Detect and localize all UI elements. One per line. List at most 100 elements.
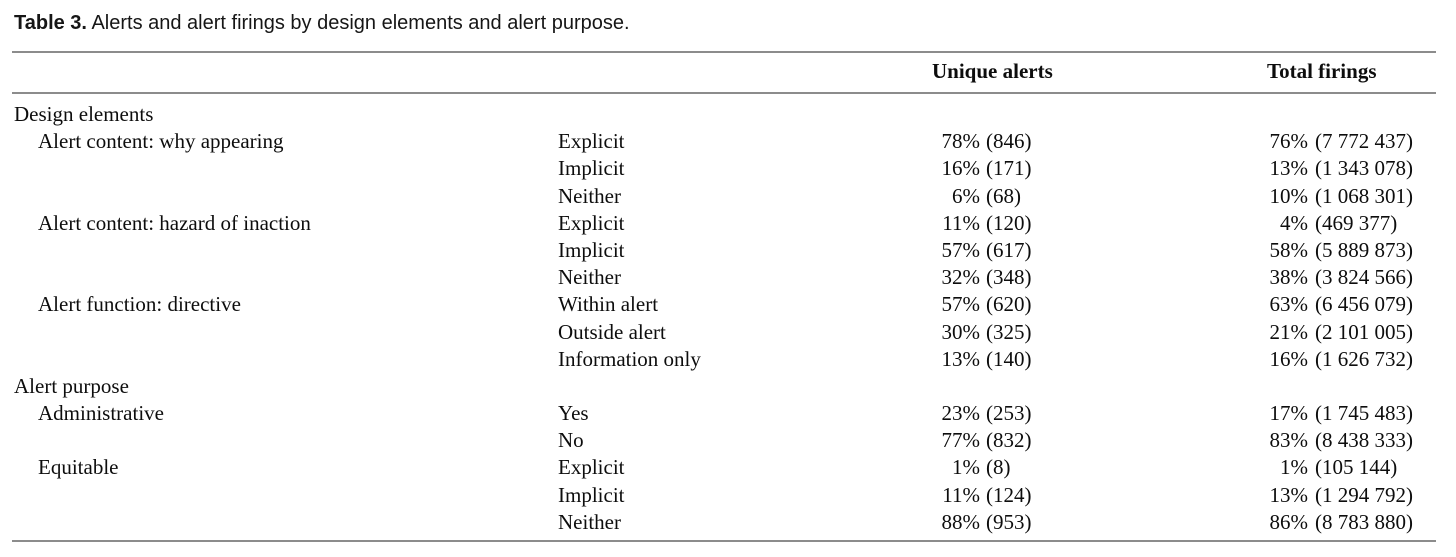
row-category-label: Information only — [558, 346, 701, 371]
section-label: Design elements — [14, 102, 154, 126]
unique-alerts-count: (620) — [986, 292, 1032, 317]
total-firings-percent: 4% — [1280, 210, 1308, 235]
row-category-label: Within alert — [558, 292, 659, 317]
section-label: Alert purpose — [14, 373, 129, 398]
total-firings-count: (1 068 301) — [1315, 183, 1413, 208]
table-row: Neither 32% (348) 38% (3 824 566) — [0, 264, 1456, 291]
total-firings-count: (1 745 483) — [1315, 401, 1413, 426]
unique-alerts-percent: 11% — [942, 210, 980, 235]
table-section-row: Alert purpose — [0, 373, 1456, 400]
table-row: Neither 88% (953) 86% (8 783 880) — [0, 509, 1456, 536]
row-category-label: Neither — [558, 509, 621, 534]
unique-alerts-count: (8) — [986, 455, 1011, 480]
total-firings-count: (1 294 792) — [1315, 482, 1413, 507]
table-row: Alert content: hazard of inaction Explic… — [0, 210, 1456, 237]
total-firings-count: (8 783 880) — [1315, 509, 1413, 534]
table-top-rule — [12, 51, 1436, 53]
column-header-total-firings: Total firings — [1267, 59, 1377, 83]
total-firings-percent: 83% — [1269, 428, 1309, 453]
column-header-unique-alerts: Unique alerts — [932, 59, 1053, 83]
row-group-label: Equitable — [38, 455, 119, 480]
table-bottom-rule — [12, 540, 1436, 542]
table-row: Equitable Explicit 1% (8) 1% (105 144) — [0, 454, 1456, 481]
table-row: No 77% (832) 83% (8 438 333) — [0, 427, 1456, 454]
total-firings-count: (8 438 333) — [1315, 428, 1413, 453]
unique-alerts-percent: 11% — [942, 482, 980, 507]
total-firings-percent: 16% — [1269, 346, 1309, 371]
unique-alerts-percent: 1% — [952, 455, 980, 480]
total-firings-percent: 1% — [1280, 455, 1308, 480]
row-category-label: Implicit — [558, 237, 625, 262]
unique-alerts-count: (953) — [986, 509, 1032, 534]
total-firings-percent: 21% — [1269, 319, 1309, 344]
table-row: Implicit 16% (171) 13% (1 343 078) — [0, 155, 1456, 182]
row-category-label: Explicit — [558, 129, 625, 154]
row-category-label: Outside alert — [558, 319, 666, 344]
total-firings-count: (7 772 437) — [1315, 129, 1413, 154]
unique-alerts-percent: 57% — [941, 292, 981, 317]
total-firings-count: (105 144) — [1315, 455, 1398, 480]
unique-alerts-count: (846) — [986, 129, 1032, 154]
unique-alerts-percent: 16% — [941, 156, 981, 181]
table-row: Information only 13% (140) 16% (1 626 73… — [0, 346, 1456, 373]
total-firings-percent: 38% — [1269, 265, 1309, 290]
total-firings-percent: 58% — [1269, 237, 1309, 262]
table-row: Implicit 11% (124) 13% (1 294 792) — [0, 482, 1456, 509]
row-category-label: No — [558, 428, 584, 453]
unique-alerts-count: (140) — [986, 346, 1032, 371]
table-row: Alert content: why appearing Explicit 78… — [0, 128, 1456, 155]
unique-alerts-count: (253) — [986, 401, 1032, 426]
total-firings-percent: 13% — [1269, 156, 1309, 181]
total-firings-count: (6 456 079) — [1315, 292, 1413, 317]
unique-alerts-percent: 32% — [941, 265, 981, 290]
table-header-rule — [12, 92, 1436, 94]
total-firings-percent: 13% — [1269, 482, 1309, 507]
total-firings-count: (3 824 566) — [1315, 265, 1413, 290]
total-firings-count: (469 377) — [1315, 210, 1398, 235]
total-firings-count: (1 343 078) — [1315, 156, 1413, 181]
row-group-label: Alert content: why appearing — [38, 129, 284, 154]
row-category-label: Explicit — [558, 210, 625, 235]
total-firings-count: (2 101 005) — [1315, 319, 1413, 344]
unique-alerts-count: (124) — [986, 482, 1032, 507]
table-caption-number: Table 3. — [14, 12, 87, 34]
unique-alerts-count: (617) — [986, 237, 1032, 262]
unique-alerts-percent: 88% — [941, 509, 981, 534]
unique-alerts-count: (348) — [986, 265, 1032, 290]
row-category-label: Explicit — [558, 455, 625, 480]
row-group-label: Administrative — [38, 401, 164, 426]
unique-alerts-percent: 13% — [941, 346, 981, 371]
row-group-label: Alert function: directive — [38, 292, 241, 317]
total-firings-percent: 86% — [1269, 509, 1309, 534]
row-category-label: Neither — [558, 265, 621, 290]
table-caption-text: Alerts and alert firings by design eleme… — [87, 12, 630, 34]
table-row: Alert function: directive Within alert 5… — [0, 291, 1456, 318]
total-firings-percent: 10% — [1269, 183, 1309, 208]
unique-alerts-percent: 23% — [941, 401, 981, 426]
unique-alerts-count: (120) — [986, 210, 1032, 235]
table-row: Neither 6% (68) 10% (1 068 301) — [0, 183, 1456, 210]
table-row: Administrative Yes 23% (253) 17% (1 745 … — [0, 400, 1456, 427]
unique-alerts-count: (171) — [986, 156, 1032, 181]
table-row: Implicit 57% (617) 58% (5 889 873) — [0, 237, 1456, 264]
unique-alerts-percent: 30% — [941, 319, 981, 344]
unique-alerts-percent: 6% — [952, 183, 980, 208]
unique-alerts-count: (68) — [986, 183, 1021, 208]
total-firings-count: (1 626 732) — [1315, 346, 1413, 371]
table-section-row: Design elements — [0, 101, 1456, 128]
table-row: Outside alert 30% (325) 21% (2 101 005) — [0, 319, 1456, 346]
unique-alerts-percent: 78% — [941, 129, 981, 154]
row-category-label: Implicit — [558, 156, 625, 181]
row-category-label: Neither — [558, 183, 621, 208]
row-category-label: Yes — [558, 401, 589, 426]
table-body: Design elements Alert content: why appea… — [0, 101, 1456, 536]
total-firings-percent: 76% — [1269, 129, 1309, 154]
total-firings-percent: 17% — [1269, 401, 1309, 426]
row-category-label: Implicit — [558, 482, 625, 507]
table-caption: Table 3. Alerts and alert firings by des… — [14, 12, 630, 35]
unique-alerts-count: (832) — [986, 428, 1032, 453]
row-group-label: Alert content: hazard of inaction — [38, 210, 311, 235]
unique-alerts-percent: 57% — [941, 237, 981, 262]
total-firings-count: (5 889 873) — [1315, 237, 1413, 262]
